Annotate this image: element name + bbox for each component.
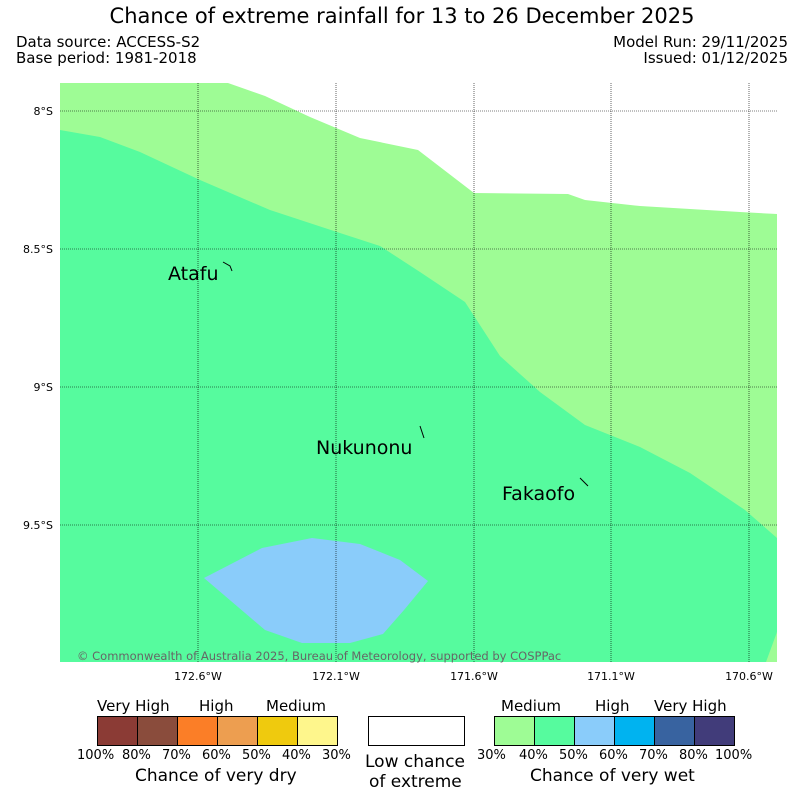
lat-gridlines [60,110,777,526]
legend-dry-swatch-4 [217,716,258,746]
base-period-text: Base period: 1981-2018 [16,49,197,67]
region-wet-40-50 [60,130,777,662]
lon-label-170-6: 170.6°W [725,670,773,683]
issued-text: Issued: 01/12/2025 [643,49,788,67]
legend-wet-swatch-2 [534,716,575,746]
legend-wet-cat-high: High [595,697,630,715]
legend-wet-tick-80: 80% [679,748,708,763]
region-wet-50-60 [204,538,428,643]
atafu-outline [222,261,233,272]
legend-wet-swatch-1 [494,716,535,746]
legend-dry-tick-100: 100% [77,748,115,763]
meta-right: Model Run: 29/11/2025 Issued: 01/12/2025 [613,34,788,66]
model-run-text: Model Run: 29/11/2025 [613,33,788,51]
lat-label-9: 9°S [34,381,53,394]
place-label-atafu: Atafu [168,263,219,285]
legend-wet-cat-medium: Medium [501,697,561,715]
chart-title: Chance of extreme rainfall for 13 to 26 … [109,4,695,28]
lon-label-171-6: 171.6°W [450,670,498,683]
nukunonu-outline [419,425,425,439]
place-label-fakaofo: Fakaofo [502,483,575,505]
place-label-nukunonu: Nukunonu [316,437,412,459]
atoll-outlines [222,261,589,487]
legend-dry-tick-40: 40% [282,748,311,763]
legend-dry-cat-medium: Medium [266,697,326,715]
legend-wet-tick-100: 100% [715,748,753,763]
legend-dry-cat-very-high: Very High [97,697,170,715]
meta-left: Data source: ACCESS-S2 Base period: 1981… [16,34,200,66]
legend-dry-tick-80: 80% [122,748,151,763]
legend-wet-tick-50: 50% [559,748,588,763]
legend-dry-tick-70: 70% [162,748,191,763]
legend-dry-caption: Chance of very dry [135,766,297,786]
fakaofo-outline [579,477,589,487]
legend-dry-tick-30: 30% [322,748,351,763]
legend-low-line1: Low chance [365,752,465,772]
legend-wet-tick-40: 40% [519,748,548,763]
region-low-chance [228,83,777,214]
legend-wet-tick-70: 70% [639,748,668,763]
legend-dry-swatch-3 [177,716,218,746]
legend-wet-caption: Chance of very wet [530,766,695,786]
lon-label-171-1: 171.1°W [587,670,635,683]
legend-wet-tick-30: 30% [477,748,506,763]
lon-gridlines [197,83,750,662]
legend-wet-swatch-6 [694,716,735,746]
legend-wet-swatch-5 [654,716,695,746]
legend-low-line2: of extreme [369,772,462,792]
legend-dry-swatch-2 [137,716,178,746]
lon-label-172-1: 172.1°W [312,670,360,683]
legend-dry-cat-high: High [199,697,234,715]
legend-dry-swatch-6 [297,716,338,746]
legend-wet-swatch-4 [614,716,655,746]
legend-wet-swatch-3 [574,716,615,746]
lat-label-8: 8°S [34,105,53,118]
legend-wet-cat-very-high: Very High [654,697,727,715]
copyright-text: © Commonwealth of Australia 2025, Bureau… [77,649,562,663]
legend-dry-swatch-5 [257,716,298,746]
legend-wet-tick-60: 60% [599,748,628,763]
legend-low-swatch [368,716,465,746]
region-wet-30-40-corner [766,632,777,662]
lon-label-172-6: 172.6°W [174,670,222,683]
data-source-text: Data source: ACCESS-S2 [16,33,201,51]
lat-label-9-5: 9.5°S [23,519,53,532]
legend-dry-tick-60: 60% [202,748,231,763]
legend-dry-tick-50: 50% [242,748,271,763]
lat-label-8-5: 8.5°S [23,243,53,256]
legend-dry-swatch-1 [97,716,138,746]
